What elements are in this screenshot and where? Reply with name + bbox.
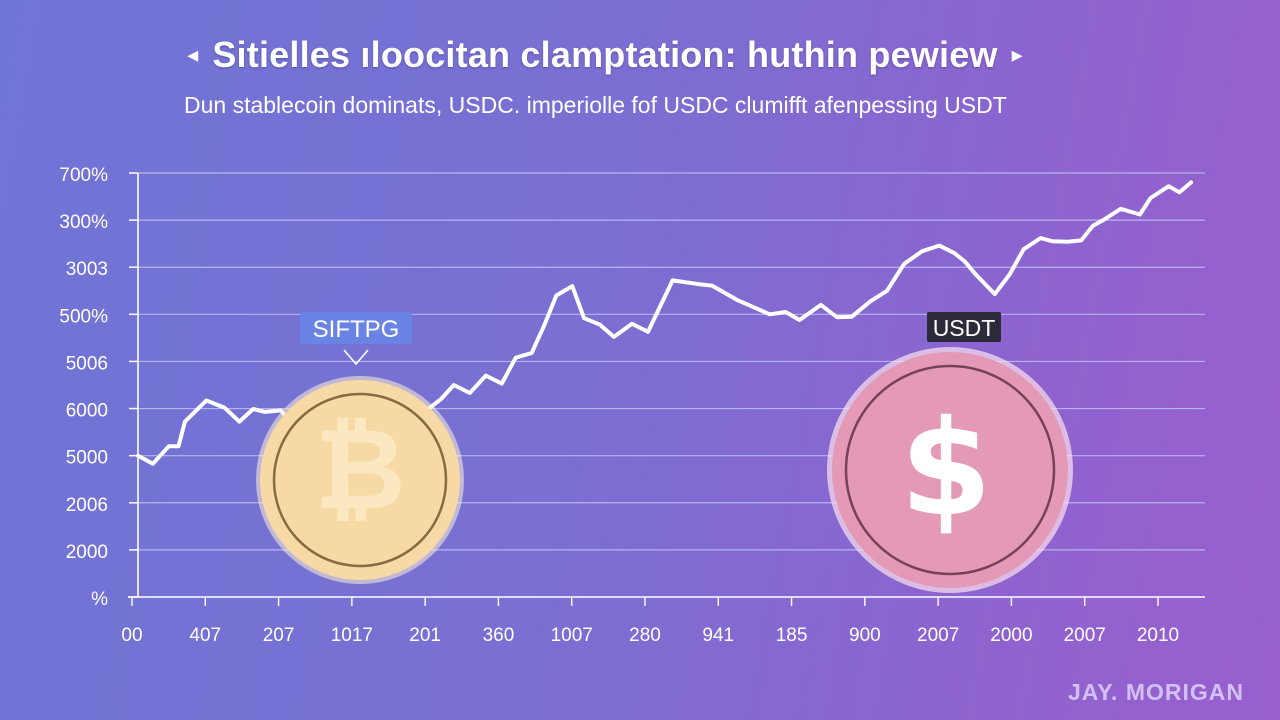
usdt-annotation: USDT (927, 312, 1001, 342)
y-tick-label: 500% (59, 306, 108, 327)
x-tick-label: 2000 (990, 625, 1032, 646)
dollar-symbol: $ (900, 392, 992, 546)
dollar-coin-body (832, 352, 1068, 588)
x-tick-label: 185 (776, 625, 808, 646)
chart-subtitle: Dun stablecoin dominats, USDC. imperioll… (184, 92, 1007, 118)
siftpg-label: SIFTPG (313, 316, 400, 343)
x-tick-label: 900 (849, 625, 881, 646)
watermark: JAY. MORIGAN (1067, 679, 1244, 705)
y-tick-label: 3003 (66, 259, 108, 280)
x-tick-label: 2007 (917, 625, 959, 646)
x-tick-label: 360 (483, 625, 515, 646)
usdt-label: USDT (933, 315, 996, 341)
y-axis-ticks: 700% 300% 3003 500% 5006 6000 5000 2006 2000% (59, 165, 138, 610)
y-tick-label: 5000 (66, 448, 108, 469)
axes (128, 173, 1205, 598)
x-tick-label: 280 (629, 625, 661, 646)
x-tick-label: 2007 (1064, 625, 1106, 646)
x-tick-label: 1017 (331, 625, 373, 646)
arrow-left-icon[interactable]: ◂ (187, 42, 199, 67)
x-tick-label: 407 (189, 625, 221, 646)
y-tick-label: 6000 (66, 401, 108, 422)
x-tick-label: 941 (702, 625, 734, 646)
y-tick-label: 2006 (66, 495, 108, 516)
arrow-right-icon[interactable]: ▸ (1011, 42, 1023, 67)
bitcoin-symbol: ₿ (314, 405, 405, 535)
y-tick-label: 700% (59, 165, 108, 186)
y-tick-label: 5006 (66, 353, 108, 374)
chart-title-row: ◂ Sitielles ıloocitan clamptation: huthi… (0, 34, 1210, 76)
siftpg-annotation: SIFTPG (300, 312, 412, 366)
x-tick-label: 2010 (1137, 625, 1179, 646)
x-tick-label: 00 (121, 625, 142, 646)
dollar-coin-icon: $ (827, 347, 1073, 593)
x-tick-label: 1007 (551, 625, 593, 646)
bitcoin-coin-icon: ₿ (256, 376, 464, 584)
y-tick-label: 2000 (66, 542, 108, 563)
x-tick-label: 201 (409, 625, 441, 646)
x-tick-label: 207 (263, 625, 295, 646)
pointer-caret-icon (343, 349, 369, 366)
y-tick-label: % (91, 589, 108, 610)
chart-title: Sitielles ıloocitan clamptation: huthin … (212, 34, 998, 75)
bitcoin-coin-body (260, 380, 460, 580)
y-tick-label: 300% (59, 212, 108, 233)
x-axis-ticks: 00 407 207 1017 201 360 1007 280 941 185 900 2007 20… (121, 597, 1179, 646)
